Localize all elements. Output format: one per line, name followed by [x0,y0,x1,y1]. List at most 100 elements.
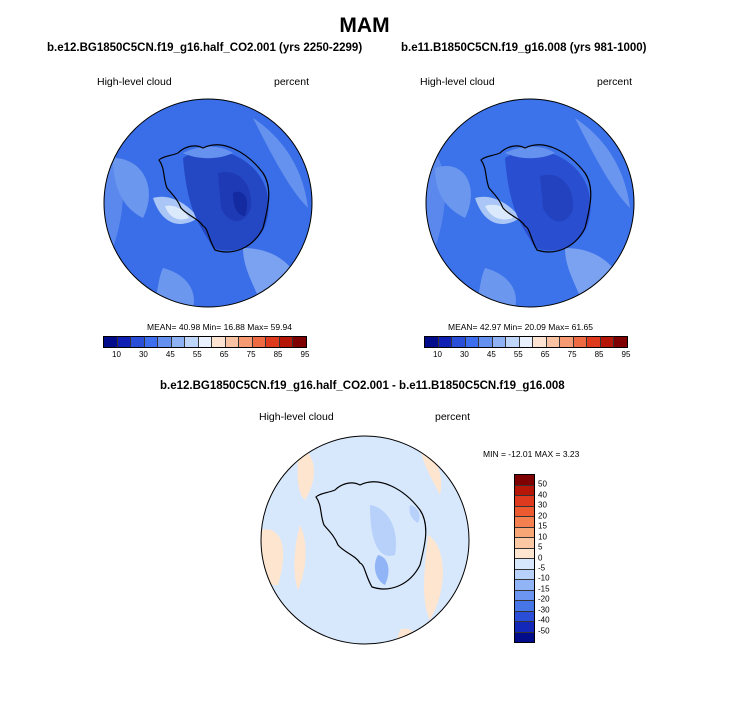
colorbar-swatch [515,632,534,642]
colorbar-tick-label: 45 [486,350,496,359]
panel3-colorbar [514,474,535,643]
colorbar-tick-label: -5 [538,563,546,573]
colorbar-swatch [515,506,534,517]
colorbar-swatch [515,601,534,612]
panel1-stats: MEAN= 40.98 Min= 16.88 Max= 59.94 [147,322,292,332]
colorbar-swatch [104,337,118,347]
panel2-max-label: Max= [548,322,570,332]
colorbar-tick-label: 50 [538,479,547,489]
colorbar-tick-label: 65 [540,350,550,359]
colorbar-swatch [600,337,615,347]
colorbar-tick-label: -20 [538,594,550,604]
panel2-max-value: 61.65 [571,322,593,332]
colorbar-swatch [519,337,534,347]
panel2-colorbar-labels: 10 30 45 55 65 75 85 95 [424,350,630,360]
colorbar-swatch [515,548,534,559]
panel1-colorbar [103,336,307,348]
panel2-colorbar [424,336,628,348]
colorbar-swatch [546,337,561,347]
colorbar-tick-label: 20 [538,511,547,521]
colorbar-tick-label: 45 [165,350,175,359]
colorbar-tick-label: -30 [538,605,550,615]
panel2-units-label: percent [597,76,633,88]
colorbar-swatch [515,622,534,633]
colorbar-tick-label: 30 [459,350,469,359]
colorbar-tick-label: 0 [538,553,543,562]
colorbar-tick-label: 10 [538,532,547,542]
panel1-mean-label: MEAN= [147,322,177,332]
colorbar-swatch [515,559,534,570]
panel2-mean-value: 42.97 [479,322,502,332]
colorbar-tick-label: 55 [513,350,523,359]
colorbar-swatch [239,337,253,347]
colorbar-swatch [465,337,480,347]
colorbar-tick-label: 75 [246,350,256,359]
colorbar-swatch [515,527,534,538]
colorbar-swatch [185,337,199,347]
colorbar-tick-label: -40 [538,615,550,625]
panel3-variable-label: High-level cloud [259,411,334,423]
colorbar-swatch [560,337,574,347]
colorbar-swatch [533,337,547,347]
colorbar-tick-label: -15 [538,584,550,594]
panel1-max-value: 59.94 [270,322,292,332]
colorbar-swatch [225,337,240,347]
colorbar-swatch [117,337,132,347]
colorbar-swatch [614,337,627,347]
panel1-units-label: percent [274,76,310,88]
colorbar-swatch [506,337,520,347]
colorbar-swatch [293,337,306,347]
colorbar-swatch [515,569,534,580]
panel3-minmax: MIN = -12.01 MAX = 3.23 [483,449,580,459]
panel2-polar-map [425,98,635,308]
colorbar-tick-label: 15 [538,521,547,531]
panel3-case-title: b.e12.BG1850C5CN.f19_g16.half_CO2.001 - … [160,380,565,392]
colorbar-tick-label: 65 [219,350,229,359]
panel1-case-title: b.e12.BG1850C5CN.f19_g16.half_CO2.001 (y… [47,42,363,54]
colorbar-tick-label: 85 [273,350,283,359]
colorbar-swatch [212,337,226,347]
colorbar-swatch [515,485,534,496]
colorbar-swatch [573,337,588,347]
panel2-stats: MEAN= 42.97 Min= 20.09 Max= 61.65 [448,322,593,332]
colorbar-swatch [515,517,534,528]
colorbar-tick-label: -10 [538,573,550,583]
colorbar-tick-label: 95 [621,350,631,359]
colorbar-swatch [515,538,534,549]
colorbar-swatch [279,337,294,347]
panel2-variable-label: High-level cloud [420,76,495,88]
colorbar-tick-label: 55 [192,350,202,359]
panel3-polar-map [260,435,470,645]
panel1-colorbar-labels: 10 30 45 55 65 75 85 95 [103,350,309,360]
panel1-min-label: Min= [202,322,222,332]
panel1-mean-value: 40.98 [178,322,201,332]
colorbar-swatch [266,337,280,347]
colorbar-tick-label: 10 [112,350,121,359]
colorbar-swatch [131,337,145,347]
colorbar-tick-label: 85 [594,350,604,359]
panel2-case-title: b.e11.B1850C5CN.f19_g16.008 (yrs 981-100… [401,42,647,54]
colorbar-swatch [515,496,534,507]
panel3-units-label: percent [435,411,471,423]
colorbar-tick-label: 30 [138,350,148,359]
colorbar-swatch [425,337,439,347]
colorbar-swatch [515,475,534,486]
panel1-variable-label: High-level cloud [97,76,172,88]
panel3-colorbar-labels: 50 40 30 20 15 10 5 0 -5 -10 -15 -20 -30 -40 -50 [538,474,568,641]
colorbar-swatch [515,611,534,622]
figure-title: MAM [339,14,390,37]
panel2-min-value: 20.09 [524,322,546,332]
colorbar-swatch [198,337,213,347]
colorbar-swatch [252,337,267,347]
colorbar-swatch [144,337,159,347]
panel2-mean-label: MEAN= [448,322,478,332]
colorbar-tick-label: -50 [538,626,550,636]
colorbar-tick-label: 95 [300,350,310,359]
colorbar-swatch [515,580,534,591]
panel1-min-value: 16.88 [223,322,245,332]
colorbar-tick-label: 75 [567,350,577,359]
colorbar-swatch [479,337,493,347]
panel1-polar-map [103,98,313,308]
colorbar-swatch [492,337,507,347]
panel1-max-label: Max= [247,322,269,332]
